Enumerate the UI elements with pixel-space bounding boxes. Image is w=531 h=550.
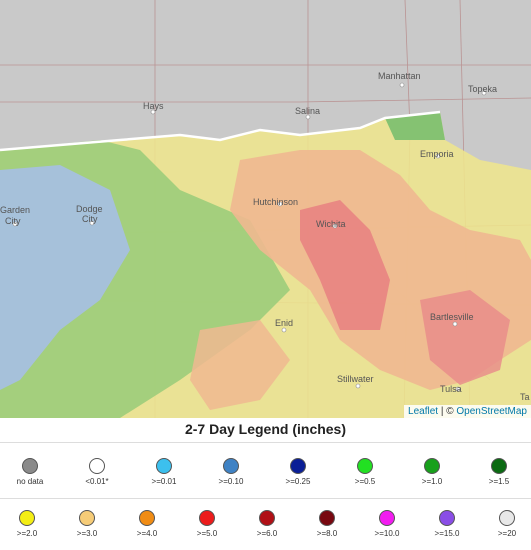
legend-item: >=0.5 — [335, 458, 395, 486]
legend-label: >=0.25 — [285, 477, 311, 486]
city-label-topeka: Topeka — [468, 84, 497, 94]
legend-swatch — [199, 510, 215, 526]
legend-label: >=4.0 — [136, 529, 158, 538]
legend-label: >=0.10 — [218, 477, 244, 486]
city-label-stillwater: Stillwater — [337, 374, 374, 384]
legend-title: 2-7 Day Legend (inches) — [184, 421, 347, 437]
legend-swatch — [439, 510, 455, 526]
city-label-bartlesville: Bartlesville — [430, 312, 474, 322]
city-markers — [12, 82, 487, 392]
legend-item: >=8.0 — [297, 510, 357, 538]
legend-item: no data — [0, 458, 60, 486]
legend-label: >=5.0 — [196, 529, 218, 538]
legend-item: >=0.10 — [201, 458, 261, 486]
city-label-manhattan: Manhattan — [378, 71, 421, 81]
legend-item: >=0.01 — [134, 458, 194, 486]
legend-label: >=3.0 — [76, 529, 98, 538]
legend-label: >=2.0 — [16, 529, 38, 538]
legend-swatch — [379, 510, 395, 526]
leaflet-link[interactable]: Leaflet — [408, 406, 439, 417]
legend-item: >=3.0 — [57, 510, 117, 538]
map-attribution: Leaflet | © OpenStreetMap — [404, 405, 531, 418]
legend-swatch — [156, 458, 172, 474]
city-label-ta: Ta — [520, 392, 530, 402]
precipitation-overlay — [0, 110, 531, 418]
legend-label: >=20 — [497, 529, 517, 538]
city-label-dodge-city: City — [82, 214, 98, 224]
legend-item: >=1.5 — [469, 458, 529, 486]
legend-label: >=8.0 — [316, 529, 338, 538]
legend-swatch — [19, 510, 35, 526]
legend-label: >=1.5 — [488, 477, 510, 486]
legend-swatch — [499, 510, 515, 526]
legend-swatch — [223, 458, 239, 474]
map-canvas: Manhattan Topeka Hays Salina Emporia Gar… — [0, 0, 531, 418]
legend-divider — [0, 442, 531, 443]
legend-item: >=4.0 — [117, 510, 177, 538]
legend-item: >=15.0 — [417, 510, 477, 538]
city-label-tulsa: Tulsa — [440, 384, 462, 394]
legend-swatch — [22, 458, 38, 474]
city-label-hutchinson: Hutchinson — [253, 197, 298, 207]
legend-label: >=6.0 — [256, 529, 278, 538]
legend-swatch — [79, 510, 95, 526]
city-label-dodge: Dodge — [76, 204, 103, 214]
legend-divider — [0, 498, 531, 499]
legend-item: >=10.0 — [357, 510, 417, 538]
legend-swatch — [290, 458, 306, 474]
legend-label: >=15.0 — [434, 529, 460, 538]
legend-swatch — [259, 510, 275, 526]
legend-item: >=6.0 — [237, 510, 297, 538]
attribution-separator: | © — [438, 406, 457, 417]
legend-swatch — [139, 510, 155, 526]
city-label-emporia: Emporia — [420, 149, 454, 159]
legend-swatch — [424, 458, 440, 474]
legend-item: >=20 — [477, 510, 531, 538]
legend-swatch — [319, 510, 335, 526]
legend-item: >=0.25 — [268, 458, 328, 486]
city-label-garden-city: City — [5, 216, 21, 226]
legend-swatch — [491, 458, 507, 474]
legend-item: <0.01* — [67, 458, 127, 486]
legend-swatch — [357, 458, 373, 474]
city-label-wichita: Wichita — [316, 219, 346, 229]
legend-label: >=0.01 — [151, 477, 177, 486]
city-label-hays: Hays — [143, 101, 164, 111]
legend-item: >=2.0 — [0, 510, 57, 538]
precipitation-map[interactable]: Manhattan Topeka Hays Salina Emporia Gar… — [0, 0, 531, 418]
city-labels: Manhattan Topeka Hays Salina Emporia Gar… — [0, 71, 530, 402]
legend-label: >=0.5 — [354, 477, 376, 486]
legend-label: <0.01* — [85, 477, 109, 486]
city-label-enid: Enid — [275, 318, 293, 328]
legend-label: >=10.0 — [374, 529, 400, 538]
precipitation-legend: 2-7 Day Legend (inches) no data <0.01* >=0… — [0, 418, 531, 550]
legend-label: no data — [16, 477, 44, 486]
openstreetmap-link[interactable]: OpenStreetMap — [456, 406, 527, 417]
legend-item: >=5.0 — [177, 510, 237, 538]
legend-label: >=1.0 — [421, 477, 443, 486]
legend-swatch — [89, 458, 105, 474]
city-label-salina: Salina — [295, 106, 320, 116]
city-label-garden: Garden — [0, 205, 30, 215]
legend-item: >=1.0 — [402, 458, 462, 486]
